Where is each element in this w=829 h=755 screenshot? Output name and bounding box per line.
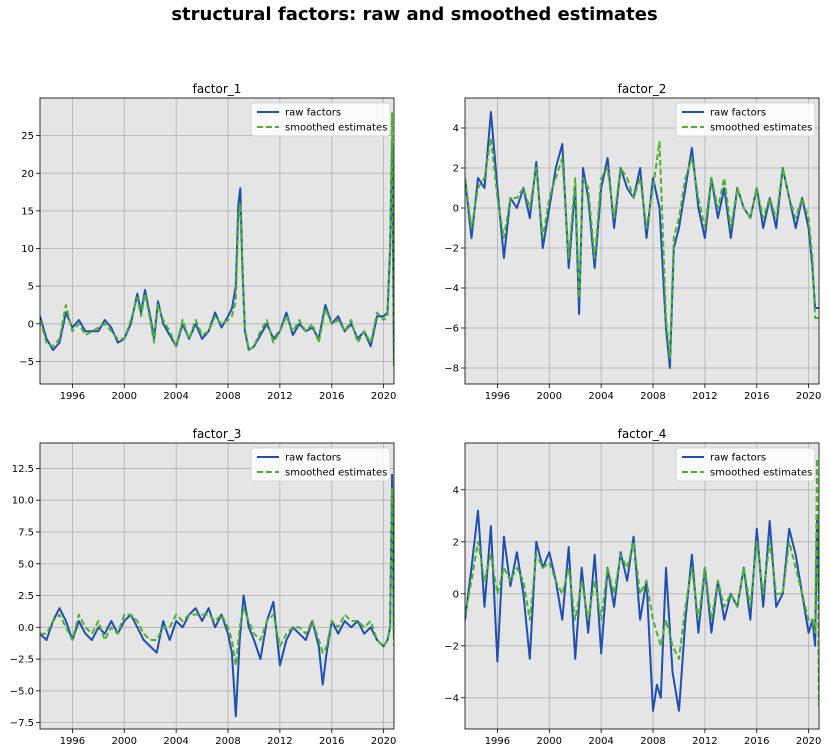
y-tick-label: 5.0 <box>18 559 34 570</box>
x-tick-label: 2004 <box>588 391 613 402</box>
y-tick-label: −6 <box>444 324 459 335</box>
y-tick-label: 2.5 <box>18 591 34 602</box>
legend-label: raw factors <box>710 108 766 119</box>
raw-series-line <box>40 142 394 362</box>
x-tick-label: 2016 <box>319 391 344 402</box>
legend: raw factors smoothed estimates <box>250 447 391 482</box>
legend-label: smoothed estimates <box>710 123 812 134</box>
y-tick-label: 15 <box>21 206 34 217</box>
raw-series-line <box>465 111 819 369</box>
y-tick-label: 12.5 <box>12 464 34 475</box>
legend-label: smoothed estimates <box>710 468 812 479</box>
y-tick-label: −4 <box>444 284 459 295</box>
x-tick-label: 1996 <box>60 736 85 747</box>
y-tick-label: 2 <box>453 164 459 175</box>
x-tick-label: 2012 <box>267 736 292 747</box>
x-tick-label: 2008 <box>640 736 665 747</box>
smoothed-series-line <box>40 112 394 369</box>
y-tick-label: 4 <box>453 124 459 135</box>
legend-label: raw factors <box>285 108 341 119</box>
plot-frame <box>464 97 820 385</box>
y-tick-label: 5 <box>28 282 34 293</box>
x-tick-label: 2008 <box>640 391 665 402</box>
y-tick-label: 0.0 <box>18 623 34 634</box>
x-tick-label: 1996 <box>485 736 510 747</box>
y-tick-label: 0 <box>453 589 459 600</box>
raw-series-line <box>465 509 819 712</box>
x-tick-label: 2008 <box>215 391 240 402</box>
legend-box <box>250 447 391 482</box>
x-tick-label: 2016 <box>744 736 769 747</box>
y-tick-label: −2.5 <box>10 655 34 666</box>
x-tick-label: 2004 <box>163 736 188 747</box>
x-tick-label: 2016 <box>319 736 344 747</box>
legend: raw factors smoothed estimates <box>250 102 391 137</box>
y-tick-label: −2 <box>444 244 459 255</box>
raw-series-line <box>40 473 394 718</box>
plot-frame <box>464 442 820 730</box>
x-tick-label: 1996 <box>60 391 85 402</box>
x-tick-label: 2000 <box>112 391 137 402</box>
y-tick-label: −4 <box>444 693 459 704</box>
y-tick-label: 20 <box>21 169 34 180</box>
y-tick-label: 10 <box>21 244 34 255</box>
legend-box <box>675 447 816 482</box>
legend-box <box>675 102 816 137</box>
legend-label: smoothed estimates <box>285 468 387 479</box>
plot-area <box>40 98 394 384</box>
y-tick-label: −2 <box>444 641 459 652</box>
panel-3: 1996 2000 2004 2008 2012 2016 2020 −7.5 −5.0 −2.5… <box>10 427 397 747</box>
y-tick-label: −8 <box>444 364 459 375</box>
plot-area <box>465 443 819 729</box>
panel-title: factor_4 <box>618 427 667 441</box>
y-tick-label: 7.5 <box>18 527 34 538</box>
x-tick-label: 2020 <box>796 391 821 402</box>
y-tick-label: −7.5 <box>10 718 34 729</box>
y-tick-label: 0 <box>453 204 459 215</box>
x-tick-label: 2012 <box>692 736 717 747</box>
plot-area <box>465 98 819 384</box>
panel-4: 1996 2000 2004 2008 2012 2016 2020 −4 −2 0 2 4 facto… <box>444 427 821 747</box>
x-tick-label: 2020 <box>371 736 396 747</box>
panel-title: factor_1 <box>193 82 242 96</box>
x-tick-label: 2020 <box>371 391 396 402</box>
y-tick-label: 10.0 <box>12 496 34 507</box>
x-tick-label: 2016 <box>744 391 769 402</box>
legend-label: raw factors <box>285 453 341 464</box>
legend: raw factors smoothed estimates <box>675 447 816 482</box>
x-tick-label: 2004 <box>163 391 188 402</box>
x-tick-label: 2000 <box>112 736 137 747</box>
x-tick-label: 2000 <box>537 736 562 747</box>
x-tick-label: 2008 <box>215 736 240 747</box>
figure-title: structural factors: raw and smoothed est… <box>171 4 658 25</box>
x-tick-label: 2012 <box>692 391 717 402</box>
panel-1: 1996 2000 2004 2008 2012 2016 2020 −5 0 5 10 15 20 25… <box>19 82 396 402</box>
x-tick-label: 2004 <box>588 736 613 747</box>
legend-label: smoothed estimates <box>285 123 387 134</box>
y-tick-label: −5 <box>19 357 34 368</box>
panel-2: 1996 2000 2004 2008 2012 2016 2020 −8 −6 −4 −2 0 2 4 f… <box>444 82 821 402</box>
y-tick-label: −5.0 <box>10 686 34 697</box>
y-tick-label: 2 <box>453 537 459 548</box>
y-tick-label: 4 <box>453 485 459 496</box>
y-tick-label: 25 <box>21 131 34 142</box>
x-tick-label: 2012 <box>267 391 292 402</box>
panel-title: factor_2 <box>618 82 667 96</box>
plot-area <box>40 443 394 729</box>
legend-box <box>250 102 391 137</box>
smoothed-series-line <box>465 137 819 359</box>
y-tick-label: 0 <box>28 319 34 330</box>
panel-title: factor_3 <box>193 427 242 441</box>
legend-label: raw factors <box>710 453 766 464</box>
legend: raw factors smoothed estimates <box>675 102 816 137</box>
x-tick-label: 1996 <box>485 391 510 402</box>
plot-frame <box>39 442 395 730</box>
x-tick-label: 2000 <box>537 391 562 402</box>
smoothed-series-line <box>465 457 819 706</box>
plot-frame <box>39 97 395 385</box>
x-tick-label: 2020 <box>796 736 821 747</box>
